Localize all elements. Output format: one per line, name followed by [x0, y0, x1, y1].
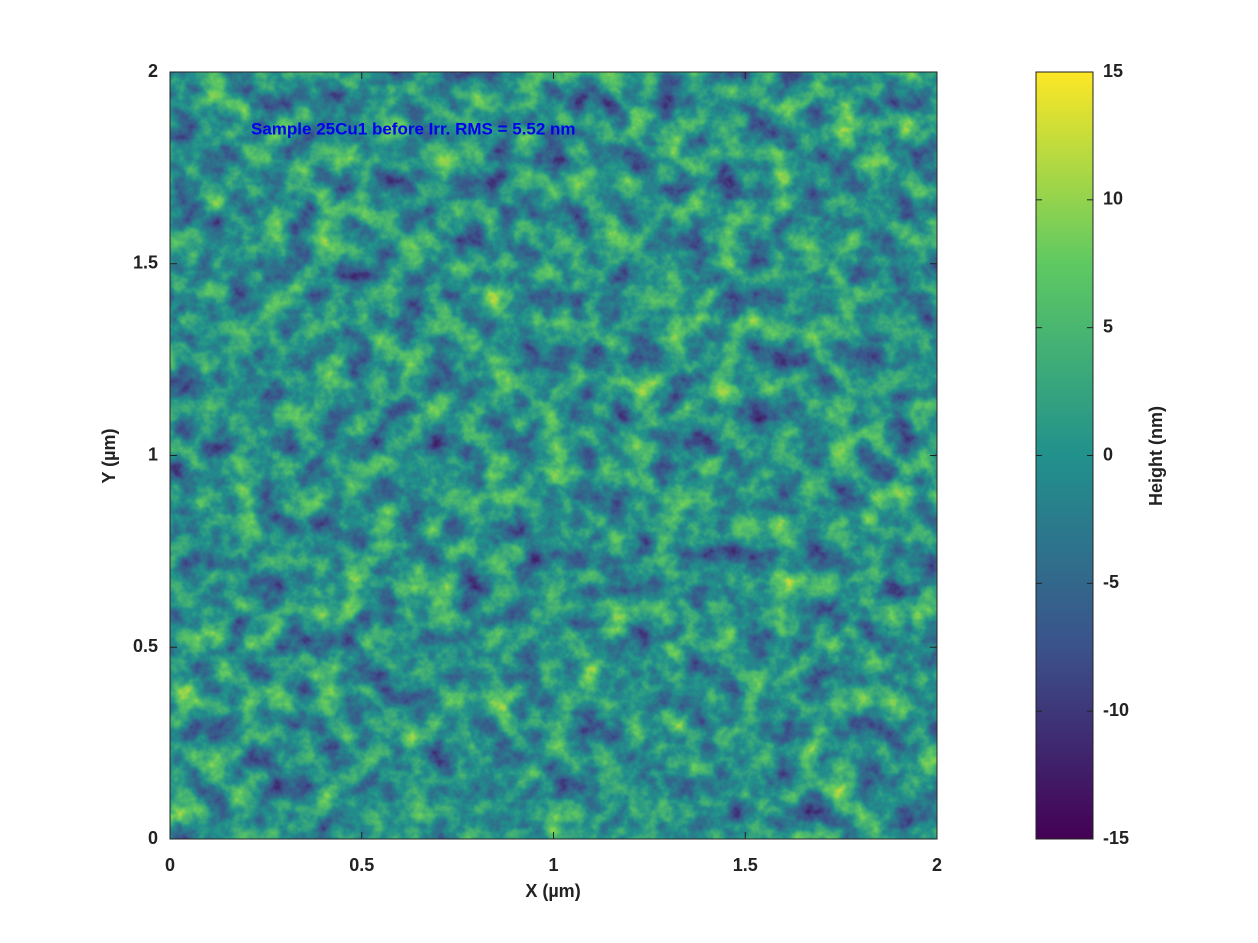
x-tick-label: 1 [548, 855, 558, 875]
y-tick-label: 1 [148, 444, 158, 464]
y-tick-label: 0 [148, 828, 158, 848]
y-axis-label: Y (µm) [99, 428, 119, 483]
colorbar-tick-label: 0 [1103, 444, 1113, 464]
height-map [170, 72, 937, 839]
x-tick-label: 1.5 [733, 855, 758, 875]
colorbar-tick-label: -15 [1103, 828, 1129, 848]
x-tick-label: 2 [932, 855, 942, 875]
y-tick-label: 1.5 [133, 253, 158, 273]
colorbar-label: Height (nm) [1146, 406, 1166, 506]
colorbar-tick-label: -5 [1103, 572, 1119, 592]
annotation: Sample 25Cu1 before Irr. RMS = 5.52 nm [251, 119, 576, 138]
y-tick-label: 2 [148, 61, 158, 81]
colorbar [1035, 71, 1094, 840]
x-tick-label: 0.5 [349, 855, 374, 875]
y-tick-label: 0.5 [133, 636, 158, 656]
x-axis-label: X (µm) [525, 881, 580, 901]
colorbar-tick-label: 5 [1103, 316, 1113, 336]
colorbar-tick-label: 15 [1103, 61, 1123, 81]
colorbar-tick-label: -10 [1103, 700, 1129, 720]
x-tick-label: 0 [165, 855, 175, 875]
colorbar-tick-label: 10 [1103, 189, 1123, 209]
